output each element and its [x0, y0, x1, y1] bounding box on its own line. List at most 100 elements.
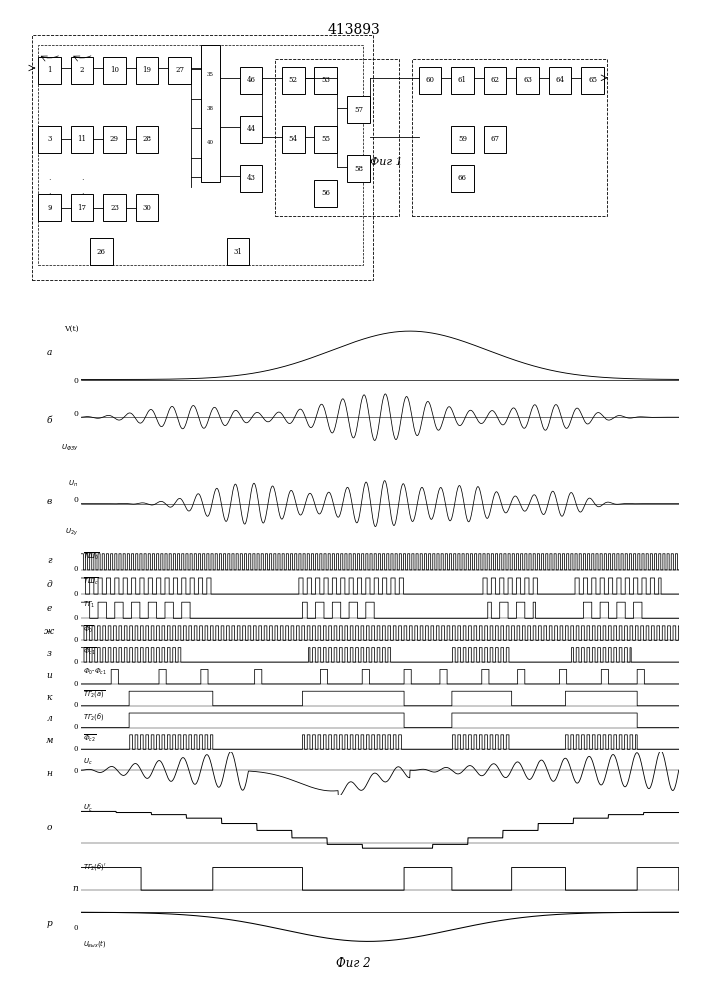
Text: 11: 11 — [78, 135, 86, 143]
Text: 66: 66 — [458, 174, 467, 182]
Text: 59: 59 — [458, 135, 467, 143]
Bar — [282, 126, 305, 153]
Text: 29: 29 — [110, 135, 119, 143]
Text: 0: 0 — [74, 723, 78, 731]
Bar — [168, 57, 191, 84]
Bar — [484, 67, 506, 94]
Text: $U_{ФЗУ}$: $U_{ФЗУ}$ — [61, 443, 78, 453]
Text: 27: 27 — [175, 66, 184, 74]
Text: з: з — [47, 649, 52, 658]
Text: 58: 58 — [354, 165, 363, 173]
Text: 53: 53 — [322, 76, 330, 84]
Text: 19: 19 — [143, 66, 151, 74]
Text: 30: 30 — [143, 204, 151, 212]
Bar — [38, 57, 61, 84]
Text: $U_с$: $U_с$ — [83, 757, 93, 767]
Text: $U_п$: $U_п$ — [68, 479, 78, 489]
Text: 0: 0 — [74, 924, 78, 932]
Text: $Ф_0$-$Ф_{с1}$: $Ф_0$-$Ф_{с1}$ — [83, 667, 107, 677]
Text: $\overline{Ф_{с2}}$: $\overline{Ф_{с2}}$ — [83, 732, 96, 744]
Bar — [347, 155, 370, 182]
Text: 46: 46 — [247, 76, 255, 84]
Text: д: д — [47, 580, 52, 589]
Bar — [103, 126, 126, 153]
Text: 65: 65 — [588, 76, 597, 84]
Bar — [103, 57, 126, 84]
Text: 10: 10 — [110, 66, 119, 74]
Bar — [315, 180, 337, 207]
Text: Фиг 2: Фиг 2 — [337, 957, 370, 970]
Bar — [240, 165, 262, 192]
Bar — [240, 67, 262, 94]
Bar — [32, 35, 373, 280]
Text: б: б — [47, 416, 52, 425]
Bar — [71, 126, 93, 153]
Text: .: . — [81, 187, 83, 196]
Bar — [581, 67, 604, 94]
Text: .: . — [48, 202, 51, 211]
Text: 54: 54 — [289, 135, 298, 143]
Bar — [240, 116, 262, 143]
Text: $\overline{ТШ_0}$: $\overline{ТШ_0}$ — [83, 551, 100, 562]
Text: о: о — [47, 823, 52, 832]
Bar — [315, 126, 337, 153]
Text: 43: 43 — [247, 174, 255, 182]
Text: $ТГ_2(б)'$: $ТГ_2(б)'$ — [83, 861, 107, 872]
Bar — [71, 57, 93, 84]
Bar — [451, 126, 474, 153]
Text: а: а — [47, 348, 52, 357]
Text: .: . — [48, 173, 51, 182]
Text: г: г — [47, 556, 52, 565]
Text: 61: 61 — [458, 76, 467, 84]
Text: и: и — [47, 671, 52, 680]
Text: 28: 28 — [143, 135, 151, 143]
Bar — [412, 59, 607, 216]
Bar — [484, 126, 506, 153]
Text: 63: 63 — [523, 76, 532, 84]
Text: $U_{2у}$: $U_{2у}$ — [65, 527, 78, 538]
Text: п: п — [73, 884, 78, 893]
Bar — [38, 194, 61, 221]
Bar — [549, 67, 571, 94]
Text: 55: 55 — [322, 135, 330, 143]
Bar — [419, 67, 441, 94]
Bar — [90, 238, 113, 265]
Text: 9: 9 — [47, 204, 52, 212]
Bar — [282, 67, 305, 94]
Text: $\overline{Ф_0}$: $\overline{Ф_0}$ — [83, 623, 94, 635]
Text: 31: 31 — [233, 248, 243, 256]
Bar — [103, 194, 126, 221]
Text: 0: 0 — [74, 745, 78, 753]
Text: 38: 38 — [207, 106, 214, 111]
Text: 64: 64 — [556, 76, 564, 84]
Text: 0: 0 — [74, 636, 78, 644]
Bar — [276, 59, 399, 216]
Text: в: в — [47, 497, 52, 506]
Text: V(t): V(t) — [64, 324, 78, 332]
Text: $\overline{ТГ_2(а)}$: $\overline{ТГ_2(а)}$ — [83, 689, 105, 700]
Text: 0: 0 — [74, 701, 78, 709]
Text: .: . — [81, 173, 83, 182]
Text: $ТГ_1$: $ТГ_1$ — [83, 599, 95, 610]
Text: 60: 60 — [426, 76, 434, 84]
Text: 57: 57 — [354, 106, 363, 114]
Text: 0: 0 — [74, 680, 78, 688]
Bar — [136, 126, 158, 153]
Bar — [315, 67, 337, 94]
Text: 17: 17 — [78, 204, 86, 212]
Bar — [516, 67, 539, 94]
Text: 0: 0 — [74, 496, 78, 504]
Text: 56: 56 — [322, 189, 330, 197]
Text: л: л — [47, 714, 52, 723]
Text: 0: 0 — [74, 410, 78, 418]
Bar — [227, 238, 250, 265]
Text: е: е — [47, 604, 52, 613]
Text: 2: 2 — [80, 66, 84, 74]
Text: $U_с'$: $U_с'$ — [83, 803, 93, 815]
Text: к: к — [47, 693, 52, 702]
Bar — [136, 194, 158, 221]
Bar — [451, 165, 474, 192]
Bar — [201, 45, 220, 182]
Text: м: м — [46, 736, 53, 745]
Bar — [451, 67, 474, 94]
